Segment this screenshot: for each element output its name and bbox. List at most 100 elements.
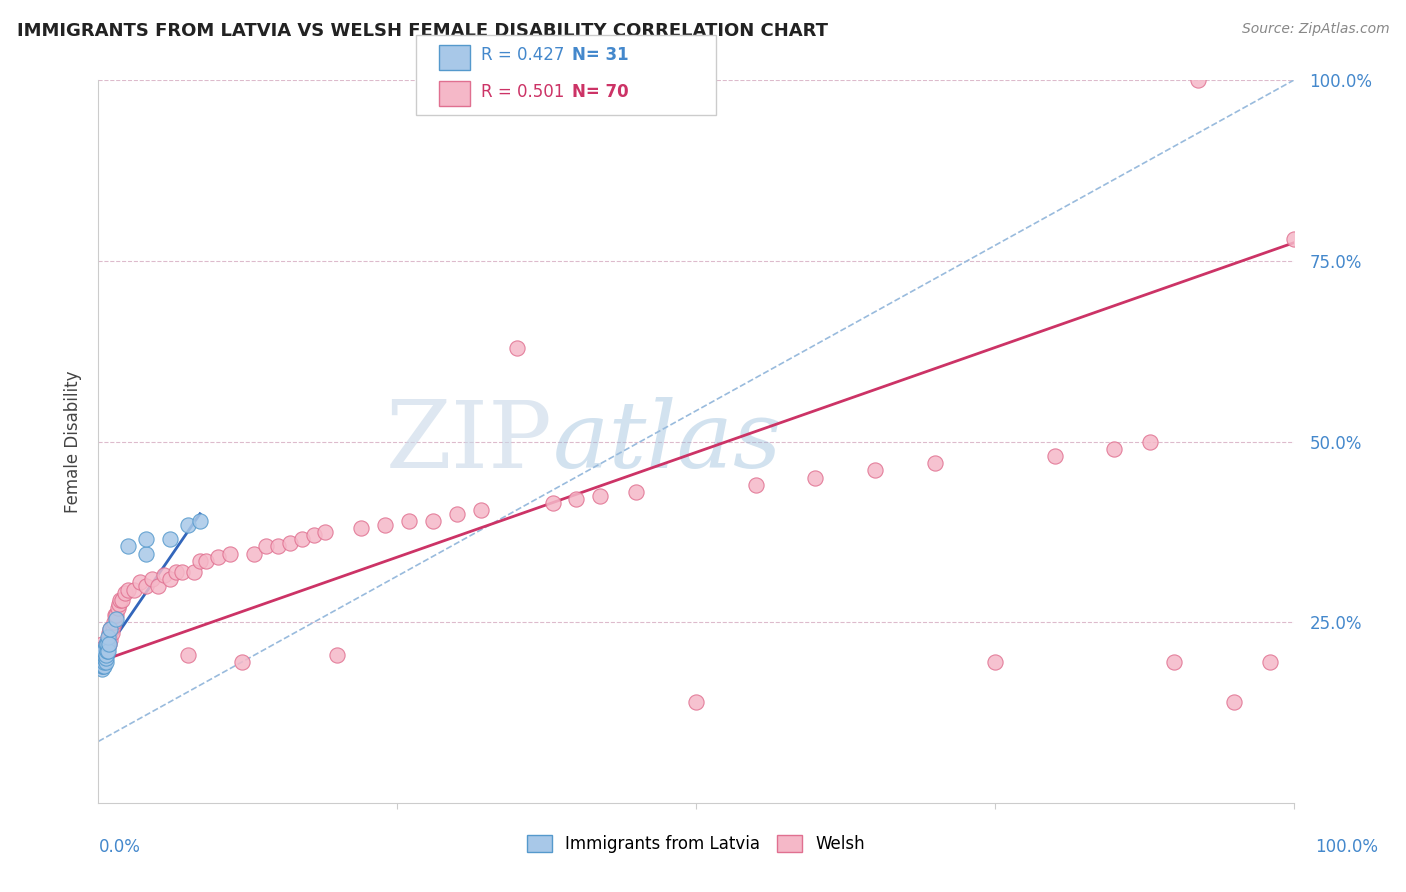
Point — [153, 568, 176, 582]
Point — [98, 623, 122, 637]
Text: N= 70: N= 70 — [572, 83, 628, 101]
Point — [1043, 449, 1066, 463]
Point — [135, 579, 157, 593]
Text: 100.0%: 100.0% — [1316, 838, 1378, 855]
Point — [326, 648, 349, 662]
Point — [183, 565, 205, 579]
Point — [93, 655, 115, 669]
Text: ZIP: ZIP — [385, 397, 553, 486]
Point — [398, 514, 420, 528]
Point — [93, 640, 115, 655]
Text: N= 31: N= 31 — [572, 46, 628, 64]
Point — [93, 651, 115, 665]
Point — [219, 547, 242, 561]
Point — [565, 492, 588, 507]
Point — [114, 586, 136, 600]
Point — [97, 644, 120, 658]
Point — [177, 648, 200, 662]
Point — [159, 532, 181, 546]
Point — [90, 658, 112, 673]
Point — [267, 539, 290, 553]
Point — [98, 623, 122, 637]
Text: IMMIGRANTS FROM LATVIA VS WELSH FEMALE DISABILITY CORRELATION CHART: IMMIGRANTS FROM LATVIA VS WELSH FEMALE D… — [17, 22, 828, 40]
Text: Source: ZipAtlas.com: Source: ZipAtlas.com — [1241, 22, 1389, 37]
Point — [100, 626, 122, 640]
Point — [446, 507, 468, 521]
Point — [91, 655, 114, 669]
Point — [98, 637, 121, 651]
Point — [111, 593, 134, 607]
Point — [108, 593, 131, 607]
Point — [97, 630, 120, 644]
Point — [91, 648, 114, 662]
Point — [1282, 232, 1305, 246]
Point — [104, 607, 127, 622]
Point — [93, 658, 115, 673]
Point — [90, 651, 112, 665]
Point — [96, 644, 118, 658]
Point — [254, 539, 277, 553]
Point — [94, 640, 117, 655]
Point — [91, 644, 114, 658]
Point — [91, 655, 114, 669]
Point — [1223, 695, 1246, 709]
Text: atlas: atlas — [553, 397, 782, 486]
Point — [94, 648, 117, 662]
Point — [195, 554, 218, 568]
Point — [685, 695, 707, 709]
Point — [231, 655, 253, 669]
Legend: Immigrants from Latvia, Welsh: Immigrants from Latvia, Welsh — [520, 828, 872, 860]
Point — [148, 579, 170, 593]
Text: R = 0.501: R = 0.501 — [481, 83, 564, 101]
Point — [117, 539, 139, 553]
Text: 0.0%: 0.0% — [98, 838, 141, 855]
Point — [278, 535, 301, 549]
Point — [1187, 73, 1209, 87]
Point — [96, 640, 118, 655]
Point — [541, 496, 564, 510]
Point — [91, 644, 114, 658]
Point — [159, 572, 181, 586]
Point — [117, 582, 139, 597]
Point — [243, 547, 266, 561]
Point — [91, 662, 114, 676]
Point — [97, 633, 120, 648]
Point — [135, 532, 157, 546]
Point — [924, 456, 946, 470]
Point — [91, 651, 114, 665]
Point — [804, 470, 827, 484]
Point — [94, 655, 117, 669]
Point — [90, 655, 112, 669]
Point — [745, 478, 768, 492]
Point — [98, 633, 122, 648]
Point — [302, 528, 325, 542]
Point — [105, 607, 128, 622]
Point — [1139, 434, 1161, 449]
Point — [422, 514, 444, 528]
Point — [188, 554, 211, 568]
Point — [350, 521, 373, 535]
Point — [94, 648, 117, 662]
Point — [207, 550, 229, 565]
Point — [1104, 442, 1126, 456]
Point — [172, 565, 194, 579]
Point — [97, 640, 120, 655]
Point — [105, 611, 128, 625]
Point — [103, 615, 125, 630]
Point — [93, 648, 115, 662]
Point — [1163, 655, 1185, 669]
Point — [107, 600, 129, 615]
Point — [589, 489, 612, 503]
Point — [101, 619, 124, 633]
Point — [91, 655, 114, 669]
Point — [91, 644, 114, 658]
Y-axis label: Female Disability: Female Disability — [63, 370, 82, 513]
Point — [141, 572, 163, 586]
Point — [865, 463, 887, 477]
Point — [188, 514, 211, 528]
Point — [470, 503, 492, 517]
Point — [91, 651, 114, 665]
Point — [984, 655, 1007, 669]
Point — [96, 637, 118, 651]
Point — [124, 582, 146, 597]
